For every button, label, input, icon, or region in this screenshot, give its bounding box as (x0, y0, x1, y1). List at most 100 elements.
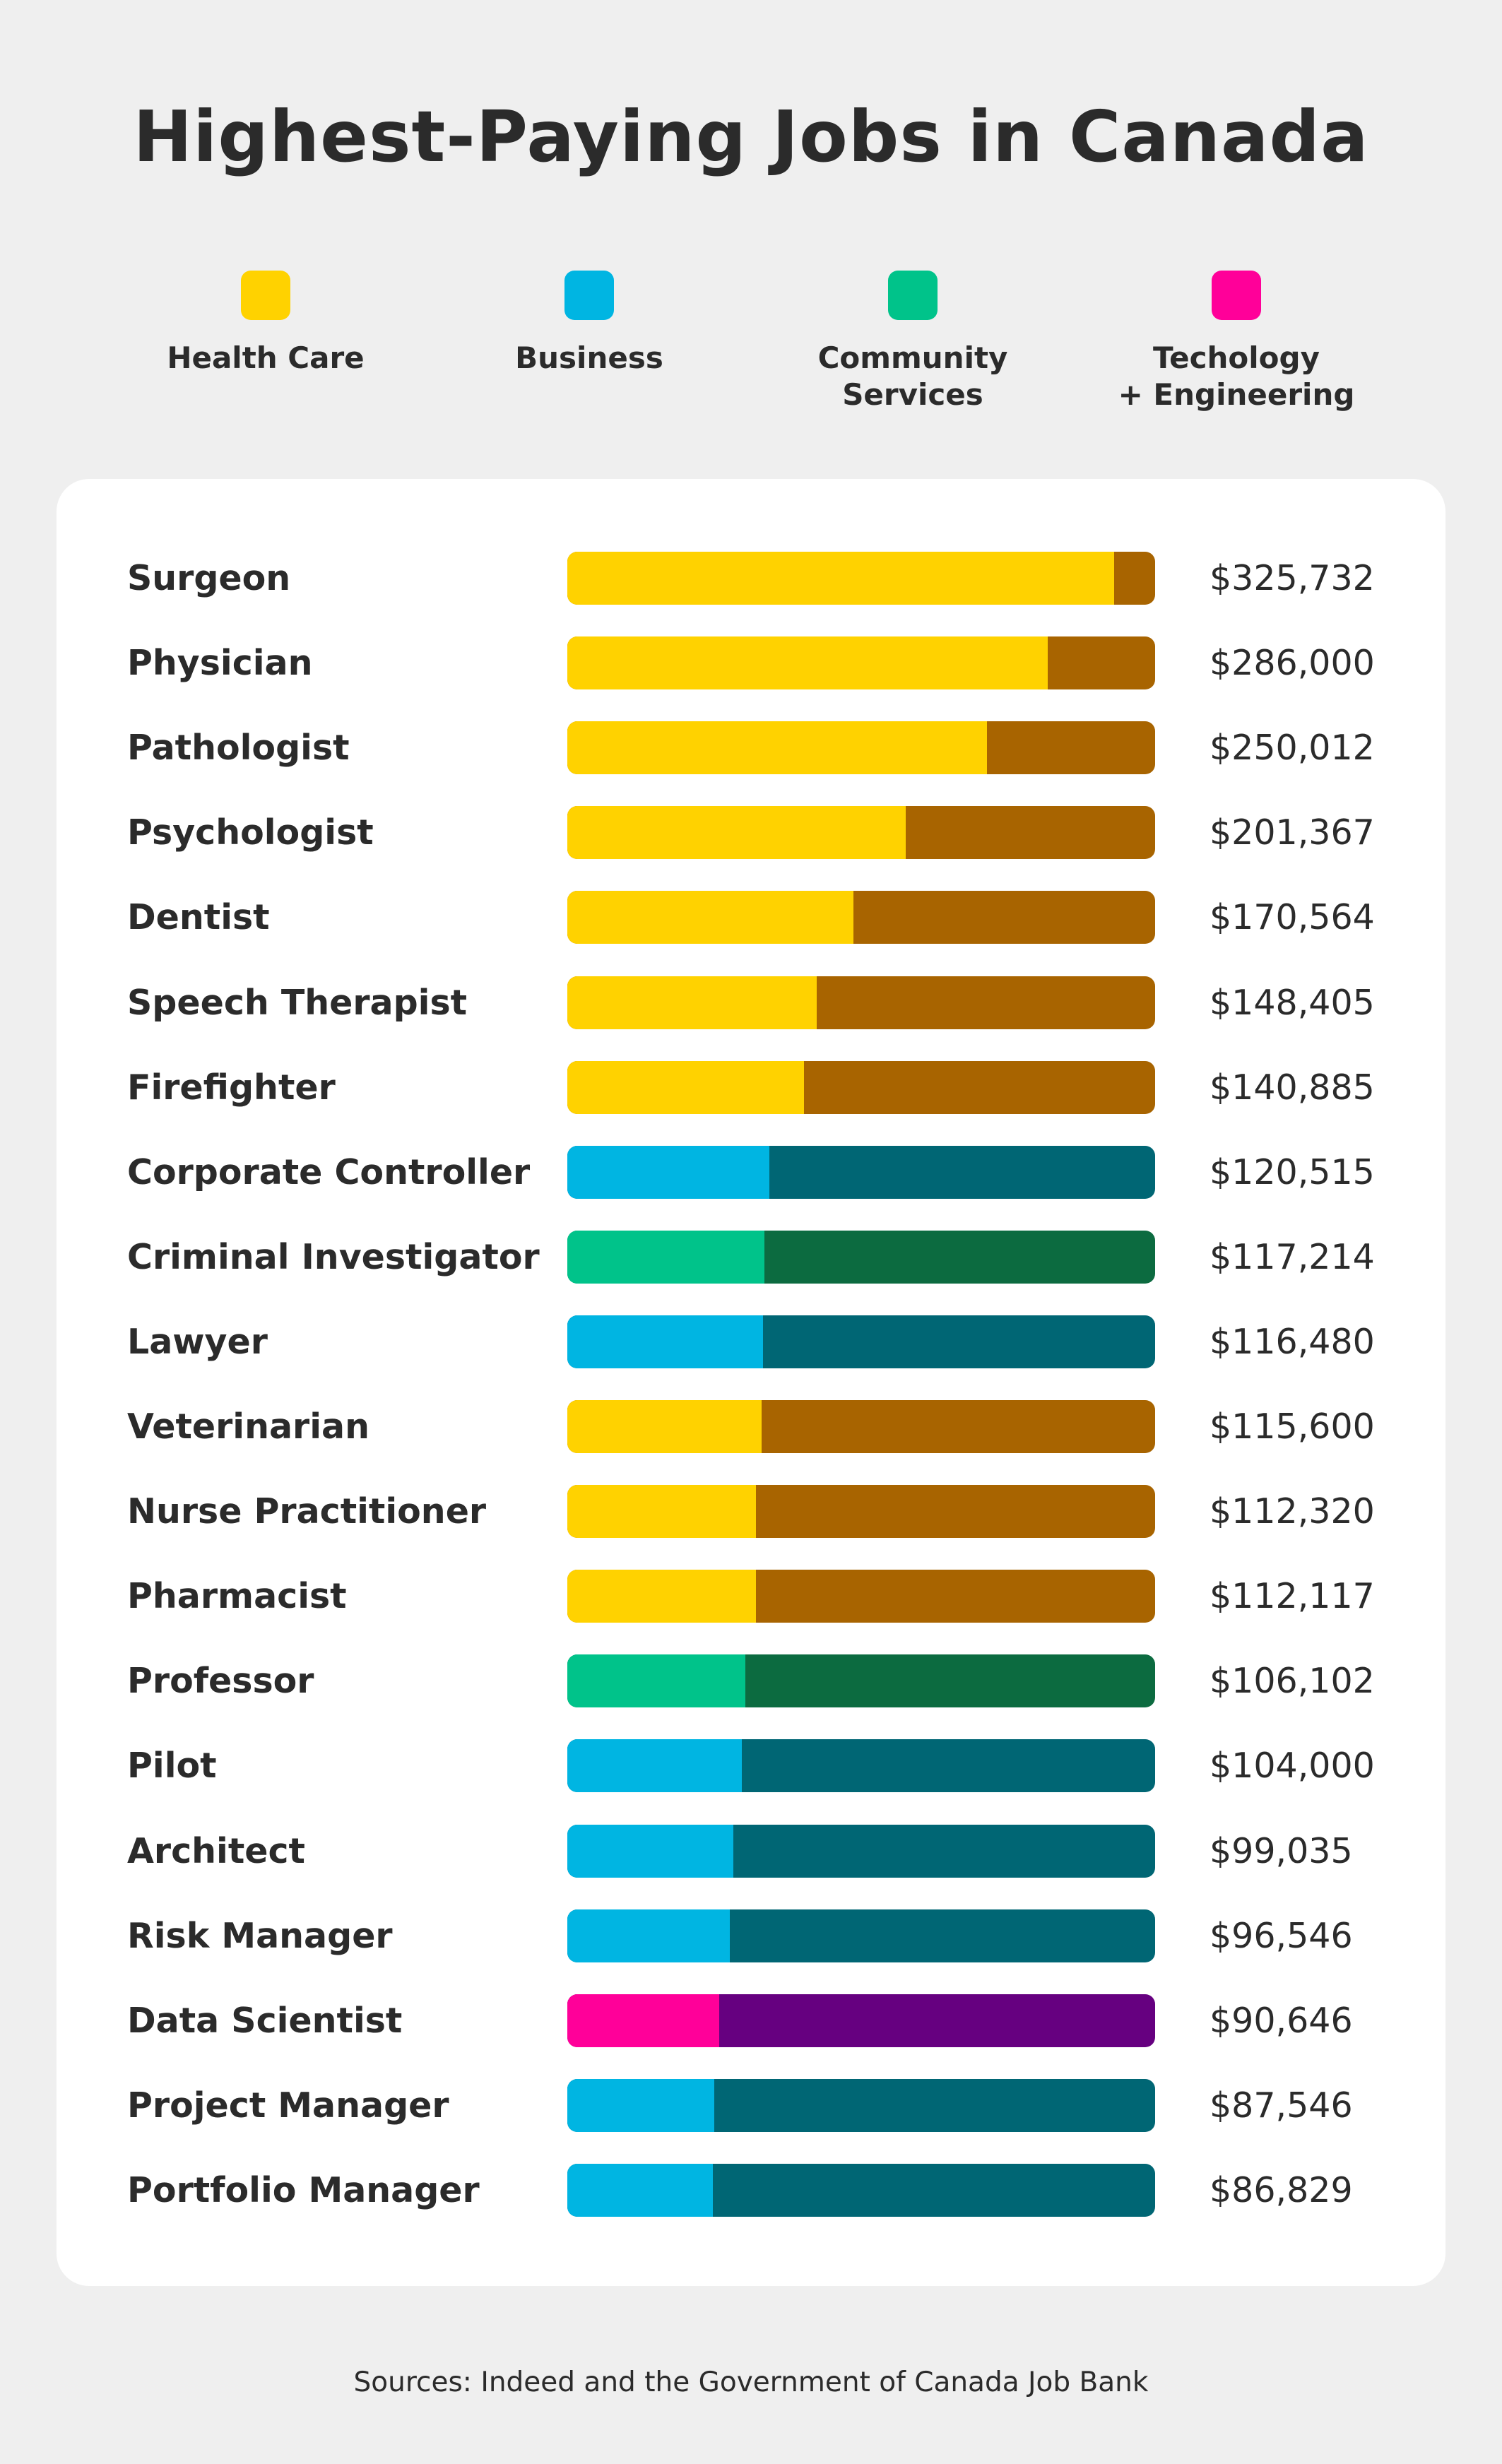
bar-row: Pilot $104,000 (57, 1739, 1445, 1793)
bar-track (567, 2163, 1155, 2217)
bar (567, 1909, 730, 1962)
bar-track (567, 1654, 1155, 1708)
bar-row: Portfolio Manager $86,829 (57, 2163, 1445, 2217)
bar-row: Pathologist $250,012 (57, 721, 1445, 775)
legend-swatch (1212, 271, 1261, 320)
job-label: Criminal Investigator (127, 1236, 540, 1277)
job-label: Data Scientist (127, 2000, 403, 2041)
value-label: $87,546 (1210, 2085, 1353, 2126)
job-label: Pathologist (127, 728, 350, 769)
bar-row: Risk Manager $96,546 (57, 1909, 1445, 1962)
value-label: $90,646 (1210, 2000, 1353, 2041)
bar-row: Pharmacist $112,117 (57, 1570, 1445, 1623)
value-label: $140,885 (1210, 1067, 1375, 1108)
bar (567, 2163, 714, 2217)
bar (567, 1824, 734, 1878)
job-label: Project Manager (127, 2085, 449, 2126)
bar (567, 976, 817, 1029)
job-label: Professor (127, 1661, 314, 1702)
bar (567, 1485, 756, 1539)
bar-track (567, 1994, 1155, 2047)
legend-label: Community Services (817, 340, 1008, 412)
legend-item: Health Care (117, 271, 414, 377)
job-label: Portfolio Manager (127, 2169, 480, 2210)
bar-row: Corporate Controller $120,515 (57, 1145, 1445, 1199)
value-label: $99,035 (1210, 1830, 1353, 1871)
bar-row: Lawyer $116,480 (57, 1315, 1445, 1368)
value-label: $201,367 (1210, 812, 1375, 853)
bar (567, 721, 988, 775)
bar-row: Dentist $170,564 (57, 891, 1445, 944)
value-label: $117,214 (1210, 1236, 1375, 1277)
bar-track (567, 1570, 1155, 1623)
value-label: $96,546 (1210, 1915, 1353, 1956)
value-label: $120,515 (1210, 1151, 1375, 1192)
bar-row: Physician $286,000 (57, 636, 1445, 690)
job-label: Speech Therapist (127, 982, 468, 1023)
bar (567, 891, 854, 944)
value-label: $116,480 (1210, 1321, 1375, 1362)
bar-row: Surgeon $325,732 (57, 552, 1445, 605)
bar-track (567, 1485, 1155, 1539)
legend-item: Community Services (764, 271, 1061, 413)
job-label: Risk Manager (127, 1915, 393, 1956)
bar-track (567, 1315, 1155, 1368)
legend-swatch (564, 271, 614, 320)
job-label: Pilot (127, 1746, 217, 1787)
value-label: $250,012 (1210, 728, 1375, 769)
bar-track (567, 1739, 1155, 1793)
bar-track (567, 1230, 1155, 1284)
bar (567, 806, 906, 860)
bar (567, 1400, 762, 1453)
bar-row: Professor $106,102 (57, 1654, 1445, 1708)
value-label: $104,000 (1210, 1746, 1375, 1787)
bar-row: Criminal Investigator $117,214 (57, 1230, 1445, 1284)
value-label: $170,564 (1210, 897, 1375, 938)
bar (567, 636, 1048, 690)
job-label: Architect (127, 1830, 305, 1871)
bar-track (567, 1145, 1155, 1199)
bar (567, 1739, 743, 1793)
bar (567, 1230, 764, 1284)
value-label: $86,829 (1210, 2169, 1353, 2210)
bar-track (567, 1060, 1155, 1114)
bar-row: Veterinarian $115,600 (57, 1400, 1445, 1453)
bar (567, 2078, 715, 2132)
bar-track (567, 976, 1155, 1029)
job-label: Nurse Practitioner (127, 1491, 487, 1532)
job-label: Veterinarian (127, 1406, 369, 1447)
value-label: $325,732 (1210, 558, 1375, 598)
job-label: Physician (127, 643, 313, 684)
bar (567, 1570, 756, 1623)
bar-row: Nurse Practitioner $112,320 (57, 1485, 1445, 1539)
bar-track (567, 891, 1155, 944)
value-label: $106,102 (1210, 1661, 1375, 1702)
bar-row: Psychologist $201,367 (57, 806, 1445, 860)
job-label: Pharmacist (127, 1576, 347, 1617)
chart-card: Surgeon $325,732 Physician $286,000 Patholog… (57, 479, 1445, 2286)
bar (567, 1315, 763, 1368)
bar (567, 1654, 746, 1708)
legend-item: Techology + Engineering (1088, 271, 1385, 413)
job-label: Firefighter (127, 1067, 336, 1108)
legend-label: Business (515, 340, 663, 375)
job-label: Corporate Controller (127, 1151, 531, 1192)
legend-item: Business (441, 271, 738, 377)
job-label: Dentist (127, 897, 270, 938)
legend-swatch (888, 271, 938, 320)
bar-track (567, 721, 1155, 775)
value-label: $286,000 (1210, 643, 1375, 684)
source-note: Sources: Indeed and the Government of Ca… (353, 2367, 1149, 2398)
legend-swatch (241, 271, 290, 320)
bar-row: Speech Therapist $148,405 (57, 976, 1445, 1029)
job-label: Surgeon (127, 558, 291, 598)
bar-track (567, 2078, 1155, 2132)
value-label: $112,117 (1210, 1576, 1375, 1617)
bar-track (567, 1909, 1155, 1962)
bar-track (567, 1824, 1155, 1878)
value-label: $148,405 (1210, 982, 1375, 1023)
bar-track (567, 806, 1155, 860)
bar-row: Project Manager $87,546 (57, 2078, 1445, 2132)
bar-track (567, 552, 1155, 605)
job-label: Psychologist (127, 812, 374, 853)
